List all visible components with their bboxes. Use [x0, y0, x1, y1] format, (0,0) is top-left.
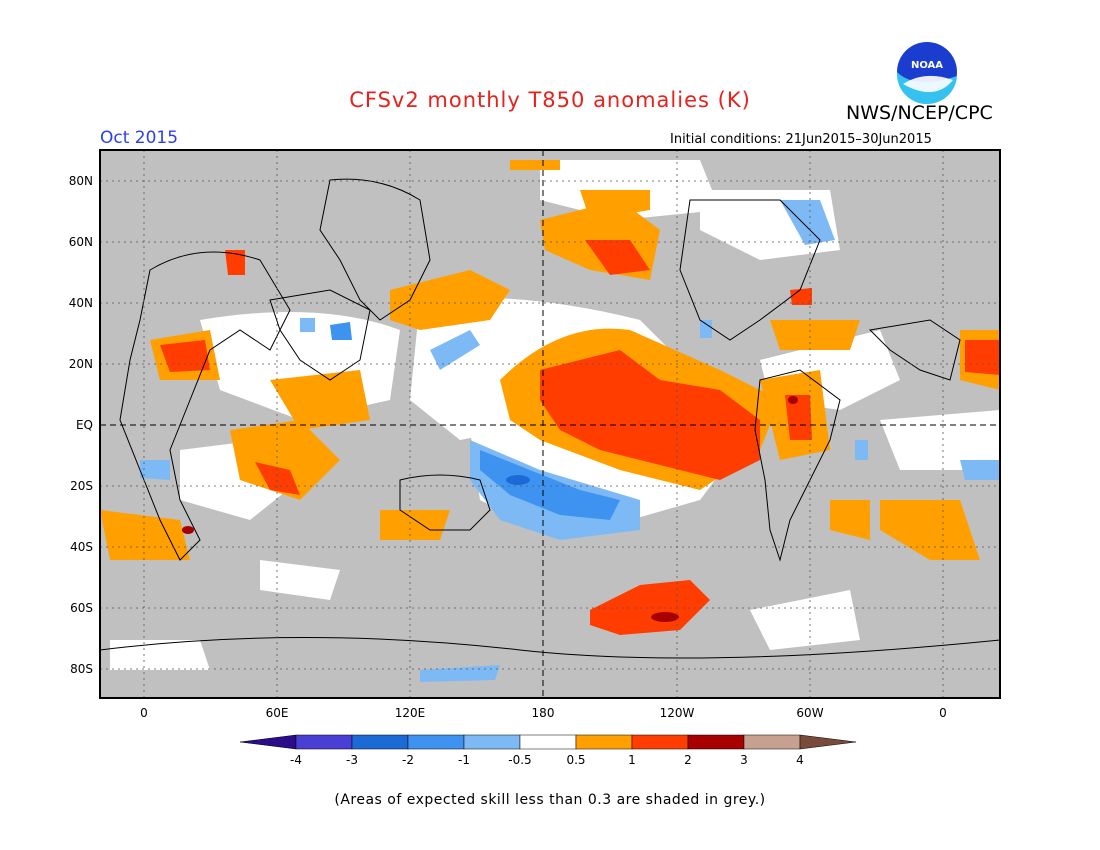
lat-label: EQ [76, 418, 93, 432]
colorbar [239, 734, 857, 750]
forecast-month: Oct 2015 [100, 128, 179, 148]
colorbar-label: -2 [402, 753, 414, 767]
lat-label: 60N [69, 235, 93, 249]
lon-label: 120E [395, 706, 426, 720]
logo-text: NOAA [911, 60, 943, 71]
colorbar-label: 1 [628, 753, 636, 767]
map-frame [99, 149, 1001, 699]
skill-footnote: (Areas of expected skill less than 0.3 a… [334, 792, 766, 808]
colorbar-label: 0.5 [566, 753, 585, 767]
lat-label: 40S [70, 540, 93, 554]
colorbar-segment [463, 734, 521, 750]
lon-label: 0 [140, 706, 148, 720]
coastlines [100, 178, 1000, 659]
lon-label: 0 [939, 706, 947, 720]
graticule [100, 150, 1000, 698]
colorbar-high-arrow [799, 734, 857, 750]
colorbar-segment [407, 734, 465, 750]
lon-label: 120W [660, 706, 695, 720]
agency-label: NWS/NCEP/CPC [846, 102, 993, 124]
lon-label: 60E [266, 706, 289, 720]
colorbar-label: -1 [458, 753, 470, 767]
colorbar-segment [631, 734, 689, 750]
lat-label: 40N [69, 296, 93, 310]
colorbar-low-arrow [239, 734, 297, 750]
colorbar-label: 3 [740, 753, 748, 767]
colorbar-label: 2 [684, 753, 692, 767]
colorbar-segment [519, 734, 577, 750]
noaa-logo-icon: NOAA [895, 40, 959, 108]
colorbar-segment [351, 734, 409, 750]
lat-label: 60S [70, 601, 93, 615]
lat-label: 80S [70, 662, 93, 676]
colorbar-segment [575, 734, 633, 750]
lat-label: 80N [69, 174, 93, 188]
colorbar-label: -4 [290, 753, 302, 767]
colorbar-label: 4 [796, 753, 804, 767]
initial-conditions: Initial conditions: 21Jun2015–30Jun2015 [670, 132, 932, 147]
lon-label: 60W [796, 706, 823, 720]
colorbar-segment [743, 734, 801, 750]
lat-label: 20S [70, 479, 93, 493]
lat-labels: 80N 60N 40N 20N EQ 20S 40S 60S 80S [69, 174, 93, 676]
lon-labels: 0 60E 120E 180 120W 60W 0 [140, 706, 947, 720]
colorbar-label: -0.5 [508, 753, 531, 767]
colorbar-segment [295, 734, 353, 750]
map-title: CFSv2 monthly T850 anomalies (K) [349, 88, 751, 112]
lon-label: 180 [532, 706, 555, 720]
colorbar-label: -3 [346, 753, 358, 767]
colorbar-labels: -4 -3 -2 -1 -0.5 0.5 1 2 3 4 [290, 753, 804, 767]
colorbar-segment [687, 734, 745, 750]
lat-label: 20N [69, 357, 93, 371]
